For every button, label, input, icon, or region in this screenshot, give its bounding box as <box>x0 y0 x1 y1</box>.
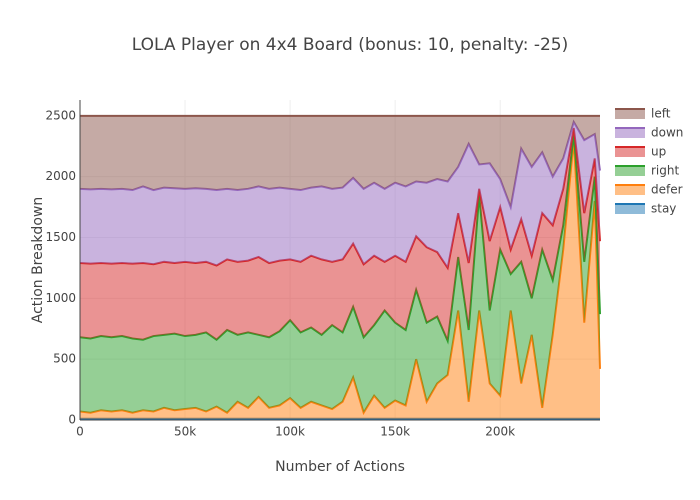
y-tick-label: 500 <box>53 352 76 366</box>
legend-label: up <box>651 145 666 159</box>
area-fill <box>80 127 600 341</box>
x-axis-title: Number of Actions <box>275 459 405 475</box>
legend-label: right <box>651 164 679 178</box>
legend-swatch <box>615 185 645 195</box>
legend-swatch <box>615 166 645 176</box>
legend-label: stay <box>651 202 676 216</box>
legend-label: down <box>651 126 683 140</box>
x-tick-label: 0 <box>76 425 84 439</box>
y-tick-label: 2500 <box>45 108 76 122</box>
y-axis-title: Action Breakdown <box>30 197 46 323</box>
area-line <box>79 127 601 271</box>
chart-title: LOLA Player on 4x4 Board (bonus: 10, pen… <box>132 35 568 55</box>
x-tick-label: 150k <box>380 425 410 439</box>
area-fill <box>80 121 600 268</box>
y-tick-label: 2000 <box>45 169 76 183</box>
area-fill <box>80 115 600 208</box>
y-tick-label: 1500 <box>45 230 76 244</box>
y-tick-label: 0 <box>68 413 76 427</box>
area-fill <box>80 140 600 419</box>
area-fill <box>80 134 600 413</box>
legend-label: left <box>651 107 671 121</box>
y-tick-label: 1000 <box>45 291 76 305</box>
legend-label: defer <box>651 183 683 197</box>
legend-swatch <box>615 147 645 157</box>
legend-swatch <box>615 109 645 119</box>
legend-swatch <box>615 204 645 214</box>
x-tick-label: 100k <box>275 425 305 439</box>
x-tick-label: 200k <box>485 425 515 439</box>
legend-swatch <box>615 128 645 138</box>
x-tick-label: 50k <box>174 425 196 439</box>
